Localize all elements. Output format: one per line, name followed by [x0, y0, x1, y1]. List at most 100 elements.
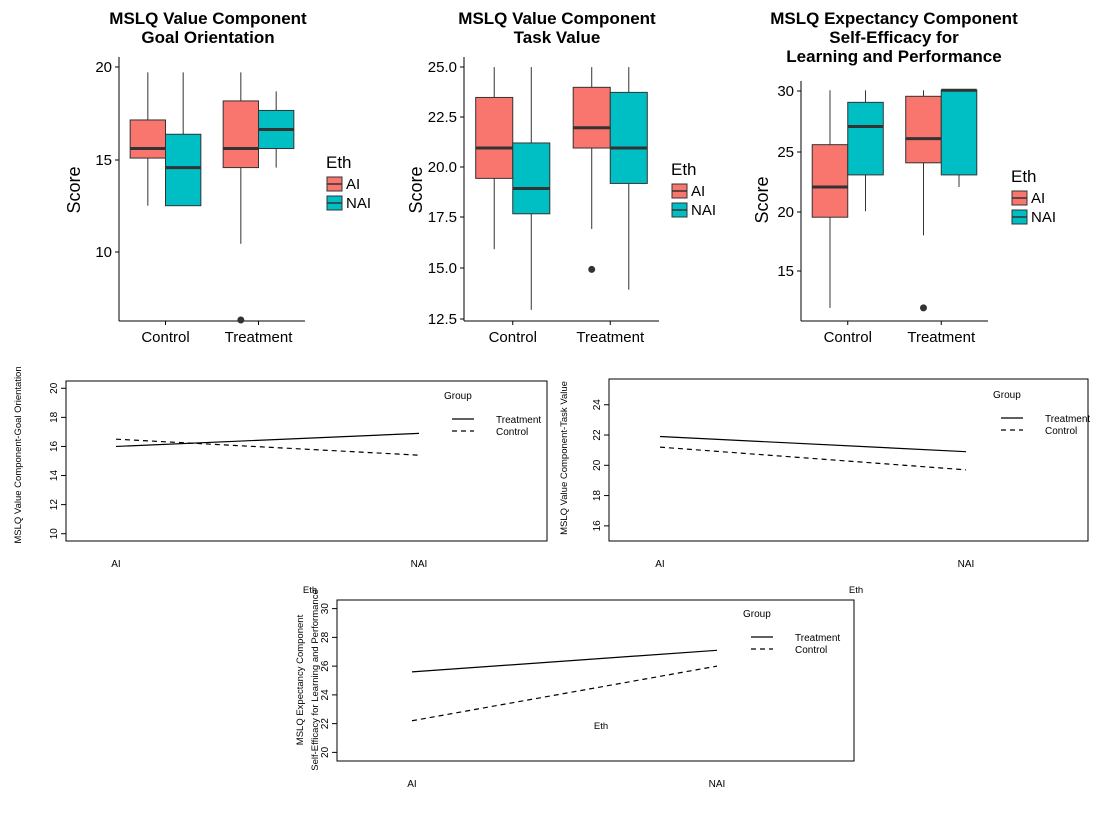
x-tick-label: AI	[111, 559, 120, 570]
legend-title: Group	[993, 390, 1021, 401]
box-control-nai	[512, 142, 551, 215]
y-tick-label: 24	[592, 399, 603, 411]
x-axis-label: Eth	[849, 585, 863, 596]
y-tick-label: 20	[592, 459, 603, 471]
x-tick-label: AI	[407, 779, 416, 790]
chart-title-line: Goal Orientation	[141, 28, 274, 47]
y-tick-label: 20	[777, 204, 794, 221]
x-axis-label: Eth	[594, 721, 608, 732]
y-tick-label: 26	[320, 660, 331, 672]
chart-title-line: MSLQ Value Component	[458, 9, 656, 28]
interaction-plot-2: 16 18 20 22 24 AI NAI Eth MSLQ Value Component-T…	[559, 378, 1090, 596]
legend-label-ai: AI	[1031, 190, 1045, 207]
y-axis-label-line: MSLQ Value Component-Goal Orientation	[13, 366, 24, 543]
y-axis-label-line: Self-Efficacy for Learning and Performan…	[310, 589, 321, 770]
legend-title: Eth	[671, 160, 697, 179]
series-line-control	[115, 438, 420, 456]
plot-frame	[65, 380, 548, 542]
plot-frame	[336, 599, 855, 762]
y-tick-label: 22	[592, 429, 603, 441]
x-tick-label: Treatment	[225, 329, 294, 346]
box-treatment-ai	[572, 86, 611, 149]
y-axis-label: Score	[64, 166, 84, 213]
legend-label-nai: NAI	[1031, 209, 1056, 226]
series-line-control	[659, 446, 967, 471]
y-tick-label: 22.5	[428, 109, 457, 126]
interaction-plot-1: 10 12 14 16 18 20 AI NAI Eth MSLQ Value Component…	[13, 366, 548, 596]
x-tick-label: AI	[655, 559, 664, 570]
box-treatment-nai	[940, 89, 978, 176]
box-control-ai	[811, 144, 849, 218]
series-line-treatment	[411, 649, 718, 673]
box-control-ai	[129, 119, 167, 159]
chart-title-line: MSLQ Value Component	[109, 9, 307, 28]
legend-title: Group	[444, 391, 472, 402]
y-axis-label-line: MSLQ Value Component-Task Value	[559, 381, 570, 535]
chart-title-line: Self-Efficacy for	[829, 28, 959, 47]
box-control-nai	[165, 133, 202, 207]
legend-title: Eth	[1011, 167, 1037, 186]
x-tick-label: Treatment	[907, 329, 976, 346]
x-axis-label: Eth	[303, 585, 317, 596]
y-tick-label: 20	[95, 59, 112, 76]
y-axis-label-line: MSLQ Expectancy Component	[295, 614, 306, 745]
box-control-ai	[475, 96, 514, 179]
legend-label-ai: AI	[691, 183, 705, 200]
y-tick-label: 18	[49, 411, 60, 423]
y-tick-label: 12	[49, 499, 60, 511]
interaction-plot-3: 20 22 24 26 28 30 AI NAI Eth MSLQ Expectancy Comp…	[295, 589, 855, 790]
y-tick-label: 18	[592, 490, 603, 502]
x-tick-label: NAI	[958, 559, 975, 570]
series-line-treatment	[115, 432, 420, 448]
y-tick-label: 14	[49, 470, 60, 482]
y-tick-label: 28	[320, 631, 331, 643]
y-tick-label: 10	[49, 528, 60, 540]
y-tick-label: 25.0	[428, 59, 457, 76]
y-tick-label: 30	[777, 83, 794, 100]
y-tick-label: 20.0	[428, 159, 457, 176]
y-tick-label: 20	[49, 382, 60, 394]
legend-label-treatment: Treatment	[496, 415, 541, 426]
series-line-treatment	[659, 435, 967, 453]
chart-title-line: Learning and Performance	[786, 47, 1001, 66]
y-tick-label: 22	[320, 718, 331, 730]
outlier-point	[588, 265, 596, 273]
y-tick-label: 10	[95, 244, 112, 261]
x-tick-label: NAI	[411, 559, 428, 570]
chart-title-line: MSLQ Expectancy Component	[770, 9, 1018, 28]
series-line-control	[411, 665, 718, 722]
chart-title-line: Task Value	[514, 28, 601, 47]
legend-label-control: Control	[795, 645, 827, 656]
legend-label-control: Control	[496, 427, 528, 438]
box-control-nai	[847, 101, 884, 176]
legend-label-treatment: Treatment	[1045, 414, 1090, 425]
legend-label-nai: NAI	[346, 195, 371, 212]
legend-title: Group	[743, 609, 771, 620]
x-tick-label: Control	[489, 329, 537, 346]
outlier-point	[919, 304, 927, 312]
y-tick-label: 15	[777, 263, 794, 280]
y-tick-label: 15	[95, 152, 112, 169]
legend-title: Eth	[326, 153, 352, 172]
legend-label-ai: AI	[346, 176, 360, 193]
x-tick-label: Control	[824, 329, 872, 346]
box-treatment-ai	[222, 100, 260, 169]
y-tick-label: 24	[320, 689, 331, 701]
plot-frame	[608, 378, 1089, 542]
y-tick-label: 16	[49, 440, 60, 452]
legend-label-control: Control	[1045, 426, 1077, 437]
y-tick-label: 20	[320, 746, 331, 758]
x-tick-label: NAI	[709, 779, 726, 790]
y-axis-label: Score	[406, 166, 426, 213]
y-tick-label: 16	[592, 520, 603, 532]
legend-label-nai: NAI	[691, 202, 716, 219]
y-tick-label: 12.5	[428, 311, 457, 328]
y-tick-label: 15.0	[428, 260, 457, 277]
x-tick-label: Treatment	[576, 329, 645, 346]
y-tick-label: 25	[777, 144, 794, 161]
legend-label-treatment: Treatment	[795, 633, 840, 644]
y-axis-label: Score	[752, 176, 772, 223]
